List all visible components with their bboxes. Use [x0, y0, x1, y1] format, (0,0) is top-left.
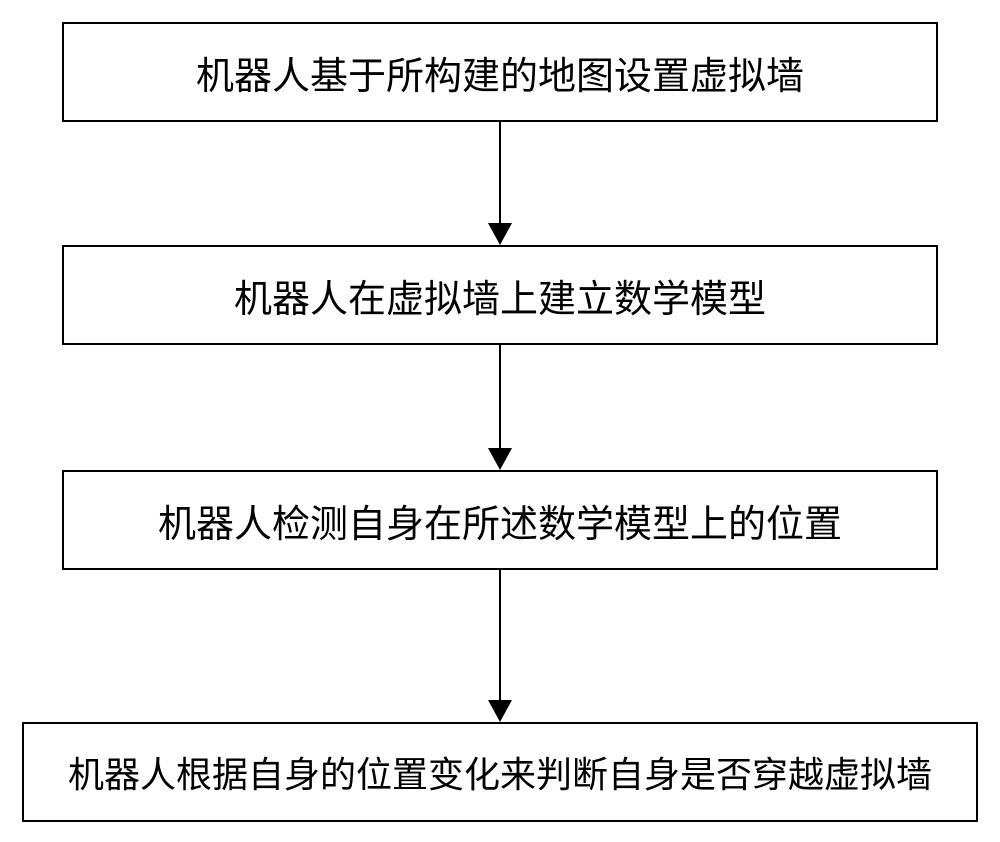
flow-step-4-text: 机器人根据自身的位置变化来判断自身是否穿越虚拟墙: [68, 746, 932, 798]
arrow-1-head: [488, 223, 512, 245]
arrow-2-line: [499, 345, 501, 448]
arrow-1-line: [499, 122, 501, 223]
flow-step-1: 机器人基于所构建的地图设置虚拟墙: [62, 22, 938, 122]
flow-step-2-text: 机器人在虚拟墙上建立数学模型: [234, 268, 766, 323]
flow-step-2: 机器人在虚拟墙上建立数学模型: [62, 245, 938, 345]
flowchart-container: 机器人基于所构建的地图设置虚拟墙 机器人在虚拟墙上建立数学模型 机器人检测自身在…: [0, 0, 1000, 842]
flow-step-3: 机器人检测自身在所述数学模型上的位置: [62, 470, 938, 570]
arrow-3-line: [499, 570, 501, 700]
flow-step-4: 机器人根据自身的位置变化来判断自身是否穿越虚拟墙: [22, 722, 978, 822]
arrow-2-head: [488, 448, 512, 470]
flow-step-3-text: 机器人检测自身在所述数学模型上的位置: [158, 493, 842, 548]
arrow-3-head: [488, 700, 512, 722]
flow-step-1-text: 机器人基于所构建的地图设置虚拟墙: [196, 45, 804, 100]
